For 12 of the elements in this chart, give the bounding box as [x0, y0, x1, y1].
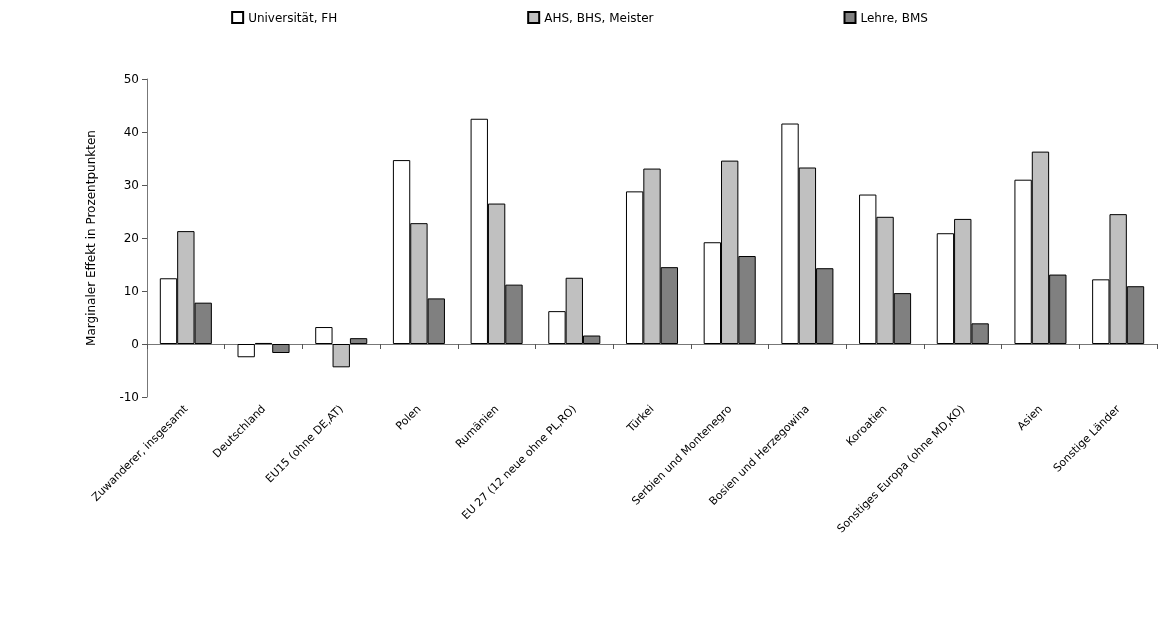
legend-label: Universität, FH [248, 10, 338, 25]
y-axis-title: Marginaler Effekt in Prozentpunkten [84, 130, 98, 346]
bar [237, 344, 255, 358]
y-tick-label: 10 [123, 284, 139, 298]
y-tick-label: 30 [123, 178, 139, 192]
y-tick-label: 40 [123, 125, 139, 139]
y-tick-label: 20 [123, 231, 139, 245]
y-tick-label: -10 [119, 390, 139, 404]
legend-label: Lehre, BMS [860, 10, 928, 25]
y-tick-label: 0 [131, 337, 139, 351]
legend-label: AHS, BHS, Meister [544, 10, 654, 25]
y-tick-label: 50 [123, 72, 139, 86]
